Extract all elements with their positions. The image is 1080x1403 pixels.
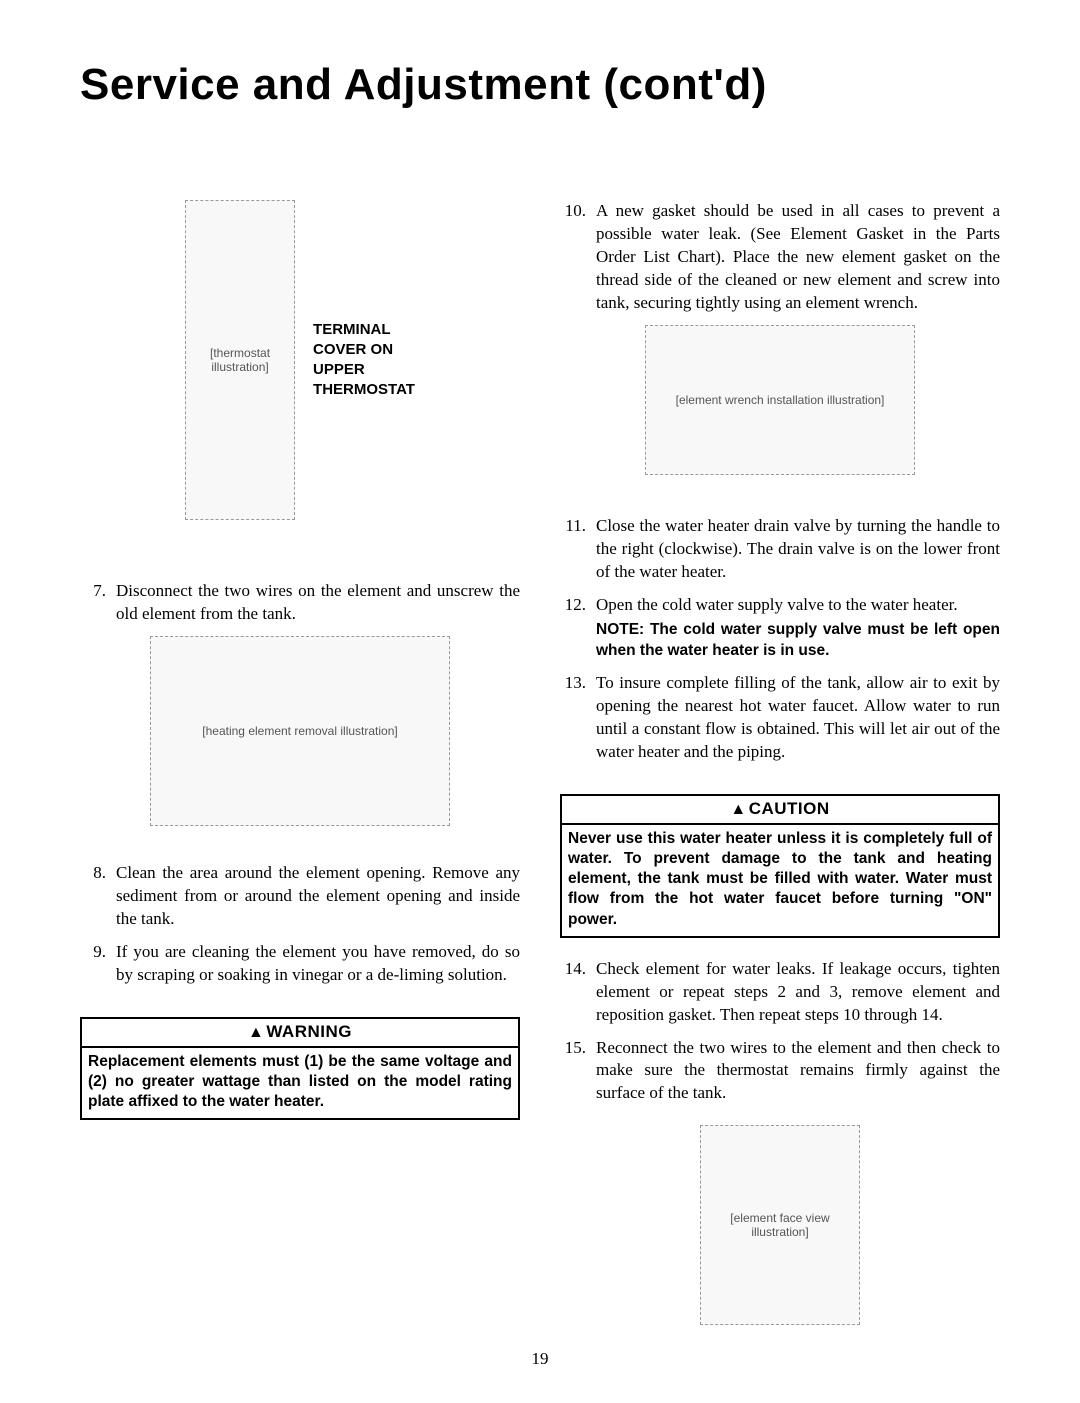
element-wrench-figure: [element wrench installation illustratio…	[645, 325, 915, 475]
step-text: If you are cleaning the element you have…	[116, 941, 520, 987]
page-title: Service and Adjustment (cont'd)	[80, 60, 1000, 110]
caution-header-text: CAUTION	[749, 799, 830, 818]
step-12-note: NOTE: The cold water supply valve must b…	[596, 620, 1000, 662]
step-10: 10. A new gasket should be used in all c…	[560, 200, 1000, 315]
caution-header: ▲CAUTION	[562, 796, 998, 825]
step-text: Disconnect the two wires on the element …	[116, 580, 520, 626]
figure-1-label-line: UPPER	[313, 360, 415, 380]
step-list-left-1: 7. Disconnect the two wires on the eleme…	[80, 580, 520, 626]
step-number: 10.	[560, 200, 586, 315]
step-9: 9. If you are cleaning the element you h…	[80, 941, 520, 987]
step-number: 7.	[80, 580, 106, 626]
caution-box: ▲CAUTION Never use this water heater unl…	[560, 794, 1000, 938]
warning-icon: ▲	[248, 1024, 264, 1042]
step-13: 13. To insure complete filling of the ta…	[560, 672, 1000, 764]
step-text: Reconnect the two wires to the element a…	[596, 1037, 1000, 1106]
step-text: Clean the area around the element openin…	[116, 862, 520, 931]
step-number: 11.	[560, 515, 586, 584]
step-text: A new gasket should be used in all cases…	[596, 200, 1000, 315]
step-number: 9.	[80, 941, 106, 987]
two-column-layout: [thermostat illustration] TERMINAL COVER…	[80, 200, 1000, 1325]
step-11: 11. Close the water heater drain valve b…	[560, 515, 1000, 584]
step-text: Open the cold water supply valve to the …	[596, 594, 1000, 663]
warning-box: ▲WARNING Replacement elements must (1) b…	[80, 1017, 520, 1120]
step-number: 12.	[560, 594, 586, 663]
left-column: [thermostat illustration] TERMINAL COVER…	[80, 200, 520, 1325]
caution-body: Never use this water heater unless it is…	[562, 825, 998, 936]
step-7: 7. Disconnect the two wires on the eleme…	[80, 580, 520, 626]
step-number: 13.	[560, 672, 586, 764]
warning-header: ▲WARNING	[82, 1019, 518, 1048]
warning-body: Replacement elements must (1) be the sam…	[82, 1048, 518, 1118]
step-text: Close the water heater drain valve by tu…	[596, 515, 1000, 584]
step-12-text: Open the cold water supply valve to the …	[596, 595, 958, 614]
step-number: 8.	[80, 862, 106, 931]
figure-1-label-line: THERMOSTAT	[313, 380, 415, 400]
thermostat-figure: [thermostat illustration]	[185, 200, 295, 520]
step-list-right-2: 11. Close the water heater drain valve b…	[560, 515, 1000, 764]
warning-header-text: WARNING	[266, 1022, 352, 1041]
step-12: 12. Open the cold water supply valve to …	[560, 594, 1000, 663]
element-face-figure: [element face view illustration]	[700, 1125, 860, 1325]
step-list-right-3: 14. Check element for water leaks. If le…	[560, 958, 1000, 1106]
right-column: 10. A new gasket should be used in all c…	[560, 200, 1000, 1325]
page-number: 19	[0, 1349, 1080, 1369]
step-15: 15. Reconnect the two wires to the eleme…	[560, 1037, 1000, 1106]
step-number: 15.	[560, 1037, 586, 1106]
step-text: Check element for water leaks. If leakag…	[596, 958, 1000, 1027]
element-removal-figure: [heating element removal illustration]	[150, 636, 450, 826]
figure-1-wrap: [thermostat illustration] TERMINAL COVER…	[80, 200, 520, 520]
step-14: 14. Check element for water leaks. If le…	[560, 958, 1000, 1027]
step-8: 8. Clean the area around the element ope…	[80, 862, 520, 931]
figure-1-label-line: TERMINAL	[313, 320, 415, 340]
figure-1-label-line: COVER ON	[313, 340, 415, 360]
step-list-right-1: 10. A new gasket should be used in all c…	[560, 200, 1000, 315]
figure-1-label: TERMINAL COVER ON UPPER THERMOSTAT	[313, 320, 415, 401]
step-list-left-2: 8. Clean the area around the element ope…	[80, 862, 520, 987]
caution-icon: ▲	[730, 801, 746, 819]
step-text: To insure complete filling of the tank, …	[596, 672, 1000, 764]
step-number: 14.	[560, 958, 586, 1027]
